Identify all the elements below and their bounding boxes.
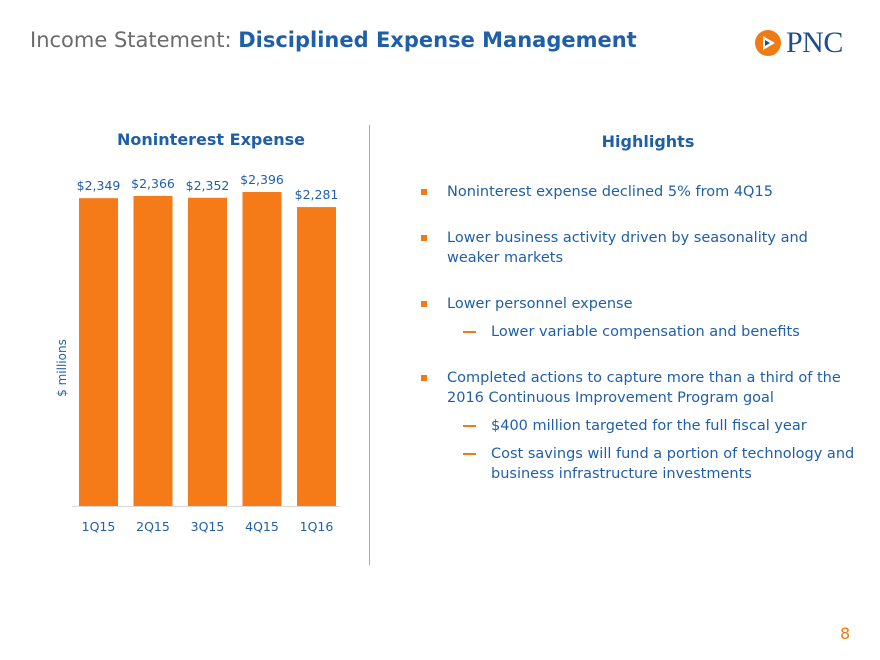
highlight-subitem: $400 million targeted for the full fisca… bbox=[418, 416, 863, 436]
bar-chart: $2,349 1Q15 $2,366 2Q15 $2,352 3Q15 $2,396 4Q15… bbox=[72, 172, 340, 534]
data-label: $2,349 bbox=[77, 178, 121, 193]
data-label: $2,281 bbox=[295, 187, 339, 202]
highlight-text: Completed actions to capture more than a… bbox=[447, 370, 841, 406]
x-tick-label: 4Q15 bbox=[245, 519, 279, 534]
highlights-list: Noninterest expense declined 5% from 4Q1… bbox=[418, 182, 863, 510]
bar-2q15 bbox=[133, 195, 173, 506]
data-label: $2,352 bbox=[186, 178, 230, 193]
vertical-divider bbox=[369, 125, 370, 565]
pnc-logo: PNC bbox=[754, 26, 843, 60]
data-label: $2,366 bbox=[131, 176, 175, 191]
highlight-item: Noninterest expense declined 5% from 4Q1… bbox=[418, 182, 863, 202]
highlight-subtext: Lower variable compensation and benefits bbox=[491, 324, 800, 340]
logo-text: PNC bbox=[786, 26, 843, 59]
bar-1q16 bbox=[297, 207, 336, 507]
bullet-square-icon bbox=[421, 375, 427, 381]
bullet-dash-icon bbox=[463, 453, 476, 455]
bullet-dash-icon bbox=[463, 331, 476, 333]
pnc-triangle-logo-icon bbox=[755, 30, 781, 56]
x-tick-label: 1Q16 bbox=[300, 519, 334, 534]
x-tick-label: 2Q15 bbox=[136, 519, 170, 534]
x-tick-label: 3Q15 bbox=[191, 519, 225, 534]
page-number: 8 bbox=[840, 624, 851, 643]
highlight-text: Noninterest expense declined 5% from 4Q1… bbox=[447, 184, 773, 200]
bullet-square-icon bbox=[421, 189, 427, 195]
chart-title: Noninterest Expense bbox=[117, 130, 305, 149]
bar-4q15 bbox=[242, 192, 282, 507]
highlight-item: Lower business activity driven by season… bbox=[418, 228, 863, 268]
x-tick-label: 1Q15 bbox=[82, 519, 116, 534]
bullet-square-icon bbox=[421, 301, 427, 307]
page-title: Income Statement: Disciplined Expense Ma… bbox=[30, 28, 637, 52]
highlight-subitem: Cost savings will fund a portion of tech… bbox=[418, 444, 863, 484]
bar-1q15 bbox=[79, 198, 118, 506]
highlight-subitem: Lower variable compensation and benefits bbox=[418, 322, 863, 342]
highlight-subtext: Cost savings will fund a portion of tech… bbox=[491, 446, 855, 482]
highlight-text: Lower business activity driven by season… bbox=[447, 230, 808, 266]
bullet-dash-icon bbox=[463, 425, 476, 427]
highlights-title: Highlights bbox=[601, 132, 695, 151]
highlight-text: Lower personnel expense bbox=[447, 296, 633, 312]
data-label: $2,396 bbox=[240, 172, 284, 187]
title-prefix: Income Statement: bbox=[30, 28, 232, 52]
title-main: Disciplined Expense Management bbox=[238, 28, 637, 52]
highlight-item: Completed actions to capture more than a… bbox=[418, 368, 863, 484]
highlight-item: Lower personnel expense Lower variable co… bbox=[418, 294, 863, 342]
highlight-subtext: $400 million targeted for the full fisca… bbox=[491, 418, 807, 434]
bar-3q15 bbox=[188, 197, 227, 506]
bullet-square-icon bbox=[421, 235, 427, 241]
